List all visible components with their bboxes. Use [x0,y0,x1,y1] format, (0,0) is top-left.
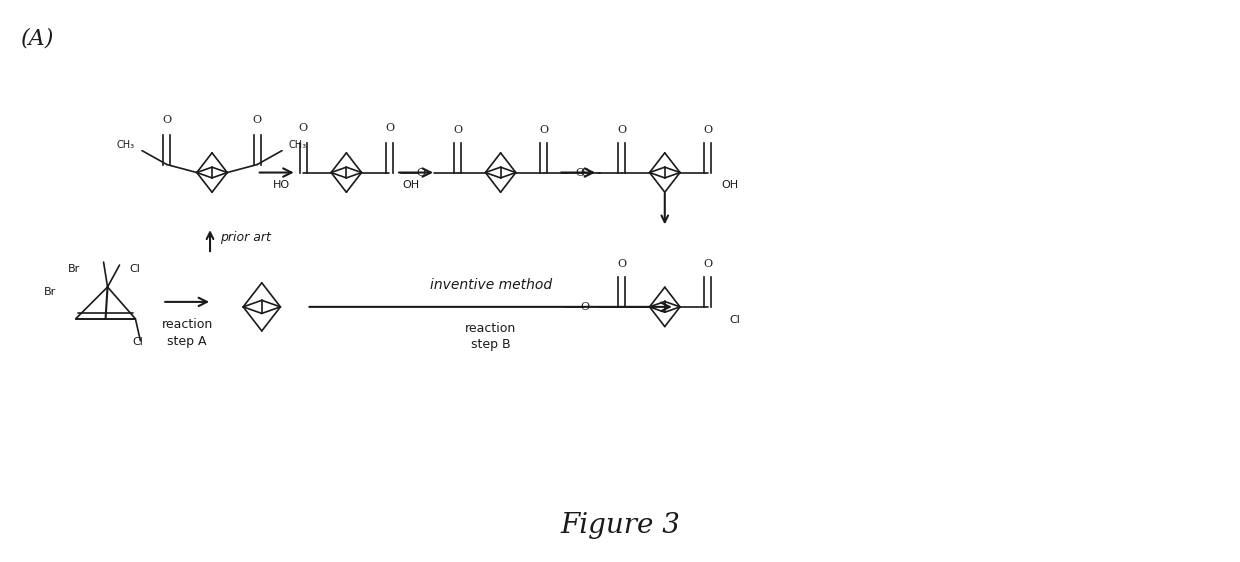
Text: O: O [575,167,584,178]
Text: OH: OH [403,180,420,191]
Text: O: O [703,125,713,135]
Text: step A: step A [167,335,207,348]
Text: OH: OH [722,180,738,191]
Text: O: O [539,125,548,135]
Text: O: O [580,167,590,178]
Text: (A): (A) [21,27,55,49]
Text: Cl: Cl [131,337,143,347]
Text: O: O [384,123,394,133]
Text: HO: HO [273,180,290,191]
Text: reaction: reaction [161,318,213,331]
Text: O: O [453,125,463,135]
Text: Cl: Cl [730,315,740,325]
Text: step B: step B [471,338,511,351]
Text: inventive method: inventive method [429,278,552,292]
Text: O: O [703,259,713,269]
Text: reaction: reaction [465,322,516,336]
Text: O: O [162,115,171,125]
Text: Br: Br [67,264,79,274]
Text: Figure 3: Figure 3 [560,513,680,540]
Text: Cl: Cl [129,264,140,274]
Text: O: O [417,167,425,178]
Text: Br: Br [43,287,56,297]
Text: O: O [299,123,308,133]
Text: CH₃: CH₃ [289,140,308,149]
Text: O: O [253,115,262,125]
Text: O: O [618,125,626,135]
Text: prior art: prior art [219,231,270,244]
Text: O: O [618,259,626,269]
Text: CH₃: CH₃ [117,140,135,149]
Text: O: O [580,302,590,312]
